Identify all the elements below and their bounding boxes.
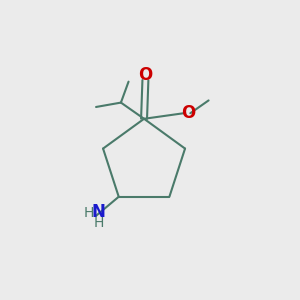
Text: H: H: [93, 216, 104, 230]
Text: O: O: [182, 104, 196, 122]
Text: O: O: [138, 66, 152, 84]
Text: H: H: [83, 206, 94, 220]
Text: N: N: [92, 203, 105, 221]
